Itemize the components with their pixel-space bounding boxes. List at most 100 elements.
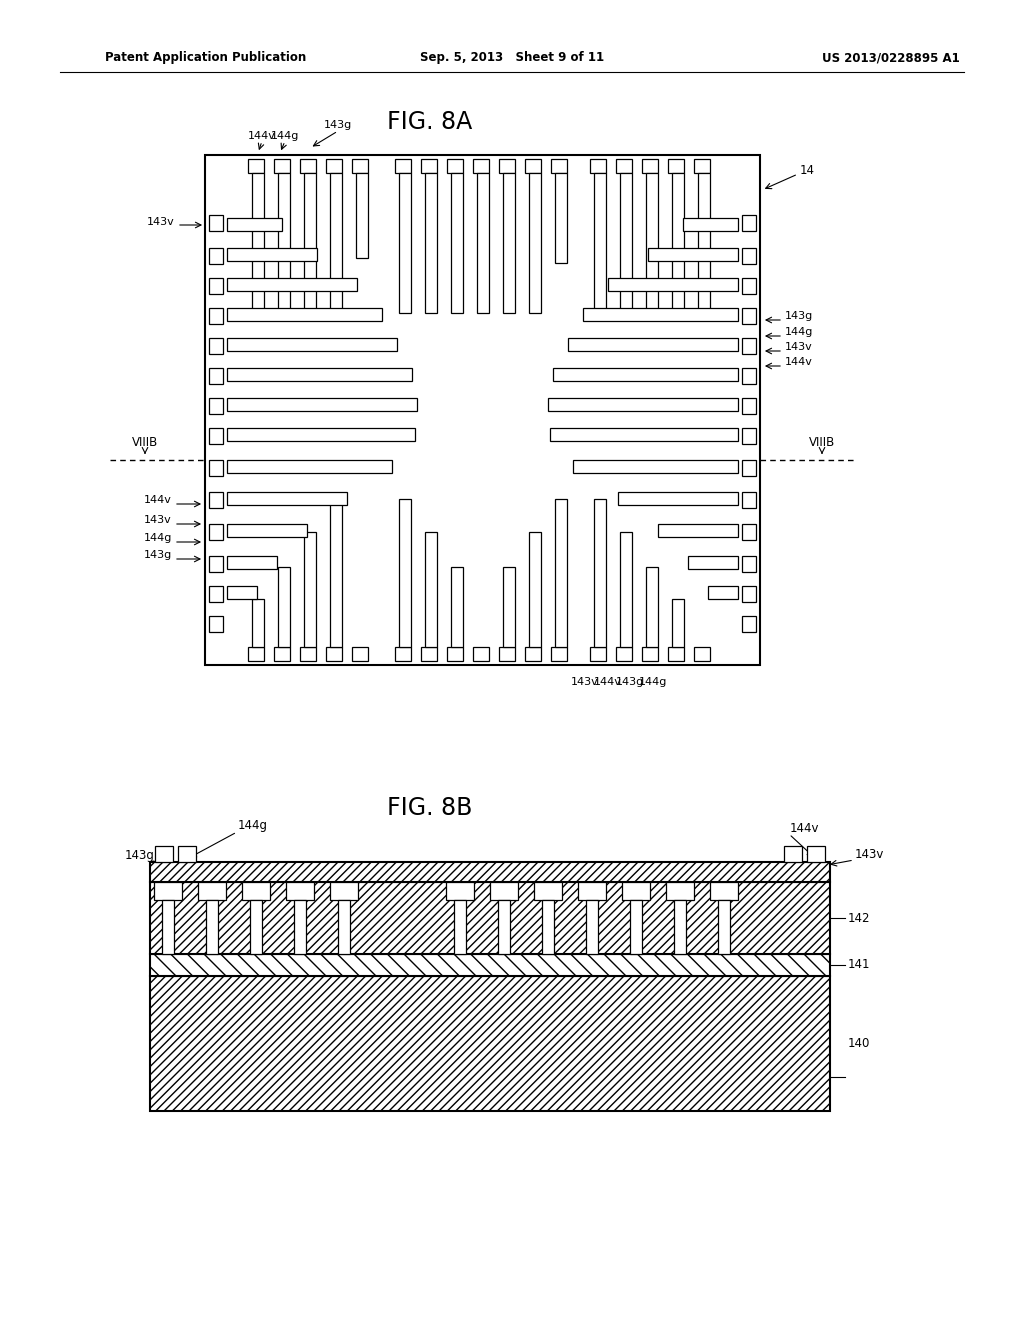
Bar	[742, 428, 756, 444]
Text: 143v: 143v	[855, 849, 885, 862]
Bar	[274, 647, 290, 661]
Bar	[150, 882, 830, 954]
Bar	[674, 900, 686, 954]
Bar	[209, 279, 223, 294]
Bar	[286, 882, 314, 900]
Bar	[473, 158, 489, 173]
Bar	[648, 248, 738, 261]
Bar	[447, 647, 463, 661]
Text: 144v: 144v	[144, 495, 172, 506]
Bar	[568, 338, 738, 351]
Bar	[590, 158, 606, 173]
Bar	[250, 900, 262, 954]
Bar	[742, 248, 756, 264]
Bar	[395, 158, 411, 173]
Text: VIIIB: VIIIB	[132, 437, 158, 450]
Text: 143v: 143v	[147, 216, 175, 227]
Bar	[583, 308, 738, 321]
Bar	[668, 647, 684, 661]
Bar	[206, 900, 218, 954]
Bar	[209, 556, 223, 572]
Bar	[278, 568, 290, 647]
Bar	[525, 158, 541, 173]
Bar	[338, 900, 350, 954]
Bar	[227, 459, 392, 473]
Text: 143g: 143g	[615, 677, 644, 686]
Bar	[252, 173, 264, 318]
Text: 143v: 143v	[785, 342, 813, 352]
Text: 144v: 144v	[790, 821, 819, 834]
Bar	[608, 279, 738, 290]
Bar	[227, 586, 257, 599]
Text: 143g: 143g	[125, 849, 155, 862]
Bar	[477, 173, 489, 313]
Bar	[642, 647, 658, 661]
Bar	[304, 532, 316, 647]
Bar	[209, 428, 223, 444]
Text: 144g: 144g	[785, 327, 813, 337]
Text: Sep. 5, 2013   Sheet 9 of 11: Sep. 5, 2013 Sheet 9 of 11	[420, 51, 604, 65]
Bar	[742, 368, 756, 384]
Bar	[300, 647, 316, 661]
Bar	[586, 900, 598, 954]
Bar	[688, 556, 738, 569]
Bar	[352, 158, 368, 173]
Bar	[451, 568, 463, 647]
Bar	[421, 158, 437, 173]
Bar	[278, 173, 290, 318]
Bar	[399, 499, 411, 647]
Bar	[620, 532, 632, 647]
Text: VIIIB: VIIIB	[809, 437, 836, 450]
Text: FIG. 8B: FIG. 8B	[387, 796, 473, 820]
Text: US 2013/0228895 A1: US 2013/0228895 A1	[822, 51, 961, 65]
Bar	[326, 158, 342, 173]
Bar	[668, 158, 684, 173]
Bar	[178, 846, 196, 862]
Bar	[698, 173, 710, 313]
Bar	[154, 882, 182, 900]
Bar	[490, 882, 518, 900]
Bar	[742, 616, 756, 632]
Bar	[525, 647, 541, 661]
Bar	[425, 532, 437, 647]
Bar	[742, 308, 756, 323]
Bar	[425, 173, 437, 313]
Bar	[155, 846, 173, 862]
Bar	[150, 862, 830, 882]
Bar	[227, 248, 317, 261]
Bar	[694, 647, 710, 661]
Text: 144g: 144g	[270, 131, 299, 141]
Bar	[209, 616, 223, 632]
Bar	[620, 173, 632, 313]
Bar	[742, 586, 756, 602]
Text: 140: 140	[848, 1038, 870, 1049]
Bar	[326, 647, 342, 661]
Bar	[330, 173, 342, 318]
Bar	[616, 158, 632, 173]
Bar	[248, 647, 264, 661]
Bar	[227, 338, 397, 351]
Bar	[672, 599, 684, 647]
Bar	[742, 279, 756, 294]
Bar	[573, 459, 738, 473]
Bar	[209, 248, 223, 264]
Bar	[551, 158, 567, 173]
Bar	[227, 399, 417, 411]
Bar	[666, 882, 694, 900]
Bar	[227, 524, 307, 537]
Bar	[646, 568, 658, 647]
Bar	[227, 428, 415, 441]
Bar	[618, 492, 738, 506]
Text: 144v: 144v	[594, 677, 622, 686]
Bar	[242, 882, 270, 900]
Bar	[555, 173, 567, 263]
Text: FIG. 8A: FIG. 8A	[387, 110, 473, 135]
Text: 142: 142	[848, 912, 870, 924]
Bar	[300, 158, 316, 173]
Bar	[594, 499, 606, 647]
Bar	[718, 900, 730, 954]
Text: 143v: 143v	[571, 677, 599, 686]
Bar	[742, 459, 756, 477]
Text: 143g: 143g	[785, 312, 813, 321]
Bar	[622, 882, 650, 900]
